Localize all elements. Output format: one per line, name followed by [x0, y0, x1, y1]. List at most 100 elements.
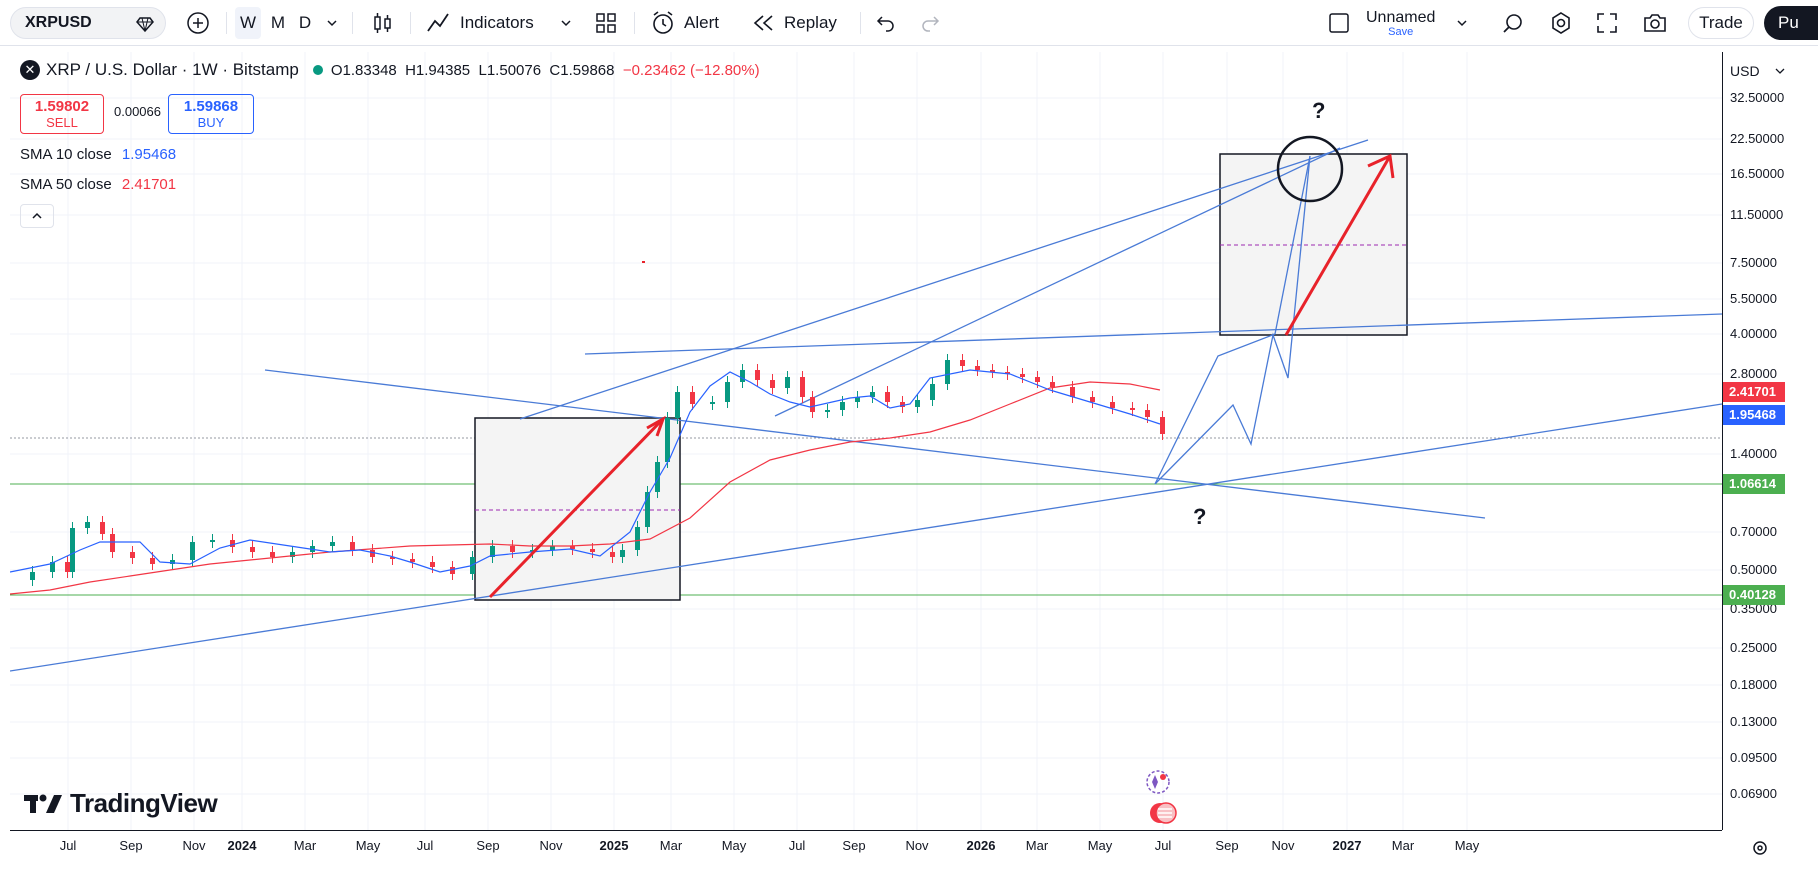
axis-settings-button[interactable] [1750, 838, 1770, 863]
time-tick-label: Jul [1154, 838, 1172, 853]
search-icon [1503, 14, 1522, 33]
price-tick-label: 0.50000 [1730, 562, 1777, 577]
sma50-price-tag: 2.41701 [1723, 382, 1785, 402]
gear-icon [1552, 12, 1570, 34]
timeframe-dropdown[interactable] [322, 7, 342, 39]
undo-button[interactable] [872, 7, 900, 39]
sma10-price-tag: 1.95468 [1723, 405, 1785, 425]
layout-checkbox[interactable] [1326, 7, 1352, 39]
timeframe-d[interactable]: D [298, 13, 312, 32]
alarm-clock-icon [653, 11, 673, 34]
candle-body [190, 542, 195, 560]
price-tick-label: 4.00000 [1730, 326, 1777, 341]
high-value: H1.94385 [405, 61, 471, 79]
alert-button[interactable]: Alert [650, 7, 719, 39]
question-mark-top: ? [1312, 98, 1326, 123]
fullscreen-button[interactable] [1592, 7, 1622, 39]
chevron-down-icon [1775, 68, 1785, 74]
settings-button[interactable] [1546, 7, 1576, 39]
price-tick-label: 0.09500 [1730, 750, 1777, 765]
candle-body [290, 552, 295, 557]
symbol-search[interactable]: XRPUSD [10, 7, 166, 39]
candle-body [770, 380, 775, 388]
candle-body [645, 492, 650, 527]
candle-body [590, 549, 595, 552]
candle-body [130, 552, 135, 558]
sell-label: SELL [46, 115, 78, 130]
price-tick-label: 0.70000 [1730, 524, 1777, 539]
quick-search-button[interactable] [1498, 7, 1528, 39]
price-tick-label: 2.80000 [1730, 366, 1777, 381]
candle-body [150, 558, 155, 564]
buy-button[interactable]: 1.59868 BUY [168, 94, 254, 134]
indicators-button[interactable]: Indicators [426, 7, 534, 39]
economic-events-icon[interactable] [1148, 799, 1178, 827]
candle-body [390, 557, 395, 559]
price-tick-label: 1.40000 [1730, 446, 1777, 461]
top-toolbar: XRPUSD W M D Indicators Alert Replay [0, 0, 1818, 46]
close-value: C1.59868 [549, 61, 615, 79]
time-tick-label: May [721, 838, 747, 853]
diamond-icon[interactable] [135, 14, 155, 39]
redo-button[interactable] [916, 7, 944, 39]
sma10-label: SMA 10 close [20, 146, 112, 163]
snapshot-button[interactable] [1640, 7, 1670, 39]
change-value: −0.23462 (−12.80%) [622, 61, 760, 79]
time-tick-label: Jul [788, 838, 806, 853]
price-axis[interactable] [1722, 52, 1796, 830]
candle-body [610, 552, 615, 557]
candle-body [915, 400, 920, 407]
square-icon [1329, 13, 1349, 33]
timeframe-w[interactable]: W [235, 7, 261, 39]
layout-save: Save [1388, 25, 1414, 38]
replay-button[interactable]: Replay [752, 7, 837, 39]
candle-body [170, 560, 175, 564]
sma50-label: SMA 50 close [20, 176, 112, 193]
indicator-sma50[interactable]: SMA 50 close 2.41701 [20, 176, 176, 193]
spread-value: 0.00066 [114, 104, 161, 119]
replay-label: Replay [784, 13, 837, 32]
candle-body [620, 550, 625, 557]
time-tick-label: Nov [905, 838, 929, 853]
layouts-button[interactable] [592, 7, 620, 39]
layout-name-button[interactable]: Unnamed Save [1366, 7, 1435, 39]
currency-selector[interactable]: USD [1722, 54, 1790, 88]
sell-price: 1.59802 [34, 98, 90, 115]
time-tick-label: 2025 [599, 838, 629, 853]
candle-body [70, 528, 75, 572]
add-symbol-button[interactable] [182, 7, 214, 39]
publish-button[interactable]: Pu [1764, 6, 1818, 40]
candle-body [665, 418, 670, 462]
layout-dropdown[interactable] [1452, 7, 1472, 39]
indicators-label: Indicators [460, 13, 534, 32]
sell-button[interactable]: 1.59802 SELL [20, 94, 104, 134]
chevron-up-icon [32, 212, 42, 219]
timeframe-m[interactable]: M [270, 13, 286, 32]
chevron-down-icon [561, 20, 571, 27]
trade-button[interactable]: Trade [1688, 7, 1754, 39]
fullscreen-icon [1597, 13, 1617, 33]
candle-body [960, 360, 965, 366]
candle-body [840, 402, 845, 410]
collapse-legend-button[interactable] [20, 204, 54, 228]
time-axis[interactable] [10, 830, 1722, 871]
candle-body [810, 397, 815, 412]
symbol-name: XRPUSD [25, 14, 92, 31]
pair-title: XRP / U.S. Dollar · 1W · Bitstamp [46, 60, 299, 79]
candle-body [800, 377, 805, 397]
candle-body [1130, 408, 1135, 410]
ai-sparkle-icon[interactable] [1144, 768, 1172, 796]
indicators-dropdown[interactable] [556, 7, 576, 39]
indicator-sma10[interactable]: SMA 10 close 1.95468 [20, 146, 176, 163]
close-chart-icon[interactable]: ✕ [20, 60, 40, 80]
open-value: O1.83348 [330, 61, 397, 79]
undo-icon [876, 16, 894, 32]
price-chart[interactable] [10, 52, 1722, 830]
candle-body [410, 559, 415, 562]
chart-type-button[interactable] [368, 7, 396, 39]
candle-body [250, 547, 255, 552]
gear-icon [1753, 841, 1767, 855]
candle-body [825, 410, 830, 412]
candle-body [725, 382, 730, 402]
projection-arrows [488, 153, 1395, 599]
